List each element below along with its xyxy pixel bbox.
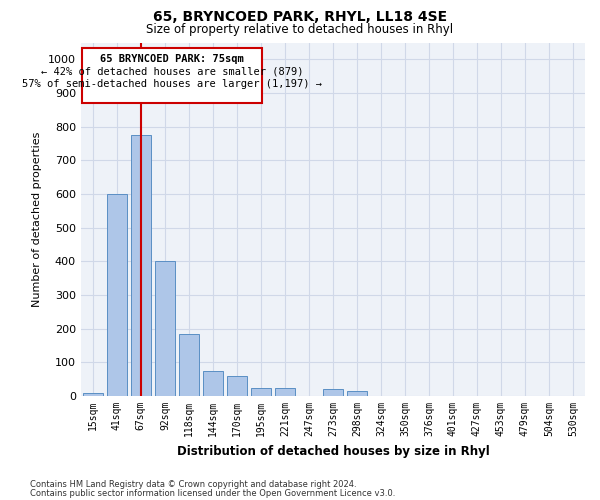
- Text: 65 BRYNCOED PARK: 75sqm: 65 BRYNCOED PARK: 75sqm: [100, 54, 244, 64]
- Bar: [251, 388, 271, 396]
- X-axis label: Distribution of detached houses by size in Rhyl: Distribution of detached houses by size …: [176, 444, 490, 458]
- Text: ← 42% of detached houses are smaller (879): ← 42% of detached houses are smaller (87…: [41, 66, 304, 76]
- Y-axis label: Number of detached properties: Number of detached properties: [32, 132, 43, 307]
- Text: 57% of semi-detached houses are larger (1,197) →: 57% of semi-detached houses are larger (…: [22, 78, 322, 88]
- Bar: [323, 390, 343, 396]
- Bar: [179, 334, 199, 396]
- Text: Contains public sector information licensed under the Open Government Licence v3: Contains public sector information licen…: [30, 488, 395, 498]
- Bar: [131, 135, 151, 396]
- Bar: [83, 392, 103, 396]
- Bar: [203, 371, 223, 396]
- Bar: [275, 388, 295, 396]
- Bar: [347, 391, 367, 396]
- FancyBboxPatch shape: [82, 48, 262, 103]
- Text: 65, BRYNCOED PARK, RHYL, LL18 4SE: 65, BRYNCOED PARK, RHYL, LL18 4SE: [153, 10, 447, 24]
- Bar: [155, 262, 175, 396]
- Text: Contains HM Land Registry data © Crown copyright and database right 2024.: Contains HM Land Registry data © Crown c…: [30, 480, 356, 489]
- Bar: [107, 194, 127, 396]
- Text: Size of property relative to detached houses in Rhyl: Size of property relative to detached ho…: [146, 22, 454, 36]
- Bar: [227, 376, 247, 396]
